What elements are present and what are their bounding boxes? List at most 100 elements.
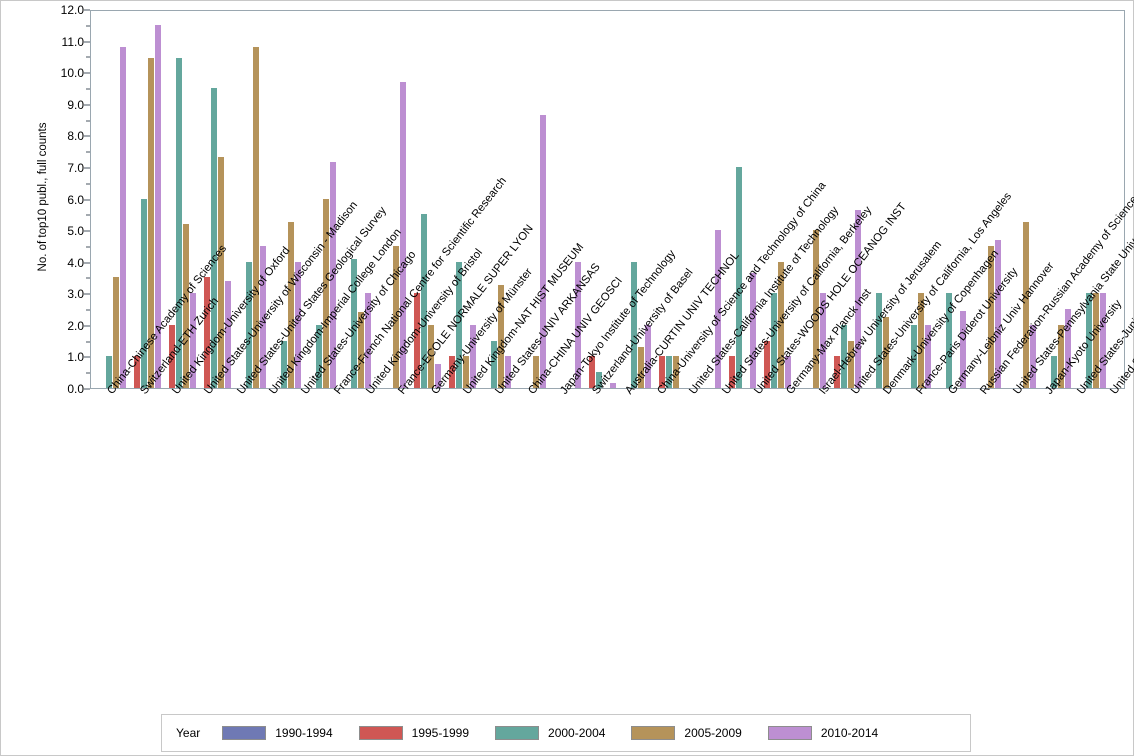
bar[interactable] (434, 364, 441, 388)
bar[interactable] (182, 223, 189, 388)
legend-entry[interactable]: 1990-1994 (222, 726, 333, 740)
bar-group (231, 11, 266, 388)
bar[interactable] (658, 356, 665, 388)
bar[interactable] (812, 230, 819, 388)
bar[interactable] (140, 198, 147, 388)
bar[interactable] (959, 310, 966, 388)
bar[interactable] (329, 162, 336, 388)
bar[interactable] (777, 261, 784, 388)
y-tick-label: 0.0 (67, 382, 84, 396)
bar[interactable] (665, 356, 672, 388)
bar[interactable] (784, 356, 791, 388)
bar[interactable] (399, 81, 406, 388)
y-tick-mark (84, 230, 90, 232)
bar[interactable] (630, 261, 637, 388)
bar[interactable] (357, 312, 364, 388)
bar[interactable] (924, 324, 931, 388)
bar[interactable] (294, 261, 301, 388)
bar[interactable] (1064, 309, 1071, 388)
bar[interactable] (987, 245, 994, 388)
bar[interactable] (210, 87, 217, 388)
bar[interactable] (945, 293, 952, 388)
bar[interactable] (133, 356, 140, 388)
bar[interactable] (910, 324, 917, 388)
bar[interactable] (203, 277, 210, 388)
y-tick-mark-minor (86, 277, 90, 279)
bar[interactable] (224, 280, 231, 388)
bar[interactable] (847, 340, 854, 388)
bar[interactable] (609, 383, 616, 388)
bar[interactable] (882, 316, 889, 388)
bar[interactable] (252, 46, 259, 388)
bar[interactable] (427, 324, 434, 388)
bar[interactable] (574, 261, 581, 388)
bar[interactable] (1092, 293, 1099, 388)
bar[interactable] (287, 222, 294, 388)
bar[interactable] (714, 230, 721, 388)
bar[interactable] (1099, 293, 1106, 388)
bar[interactable] (840, 324, 847, 388)
bar[interactable] (112, 277, 119, 388)
bar[interactable] (497, 285, 504, 388)
bar[interactable] (833, 356, 840, 388)
bar[interactable] (917, 293, 924, 388)
bar[interactable] (217, 157, 224, 388)
bar[interactable] (280, 340, 287, 388)
bar[interactable] (154, 24, 161, 388)
bar[interactable] (259, 245, 266, 388)
bar[interactable] (672, 356, 679, 388)
legend-entry[interactable]: 2010-2014 (767, 726, 878, 740)
bar[interactable] (364, 293, 371, 388)
legend-entry[interactable]: 1995-1999 (358, 726, 469, 740)
bar[interactable] (819, 293, 826, 388)
bar[interactable] (448, 356, 455, 388)
bar[interactable] (532, 356, 539, 388)
bar[interactable] (189, 293, 196, 388)
bar[interactable] (490, 340, 497, 388)
bar[interactable] (728, 356, 735, 388)
legend-swatch (495, 726, 540, 740)
bar[interactable] (994, 239, 1001, 388)
legend-entry[interactable]: 2000-2004 (495, 726, 605, 740)
bar-group (581, 11, 616, 388)
bar[interactable] (595, 372, 602, 388)
bar[interactable] (588, 356, 595, 388)
bar[interactable] (770, 293, 777, 388)
bar[interactable] (854, 209, 861, 388)
bar[interactable] (1029, 324, 1036, 388)
y-tick-label: 9.0 (67, 97, 84, 112)
bar[interactable] (168, 324, 175, 388)
legend-label: 2000-2004 (548, 726, 606, 740)
bar[interactable] (539, 114, 546, 388)
bar[interactable] (392, 245, 399, 388)
bar[interactable] (1085, 293, 1092, 388)
bar[interactable] (469, 324, 476, 388)
legend-entry[interactable]: 2005-2009 (631, 726, 742, 740)
bar[interactable] (175, 57, 182, 388)
bar[interactable] (147, 57, 154, 388)
bar[interactable] (420, 214, 427, 388)
bar[interactable] (637, 346, 644, 388)
bar[interactable] (119, 46, 126, 388)
bar-group (966, 11, 1001, 388)
bar[interactable] (350, 258, 357, 388)
bar[interactable] (763, 340, 770, 388)
bar[interactable] (245, 261, 252, 388)
y-tick-label: 3.0 (67, 287, 84, 302)
bar[interactable] (455, 261, 462, 388)
bar[interactable] (1057, 324, 1064, 388)
bar[interactable] (735, 166, 742, 388)
bar[interactable] (105, 356, 112, 388)
bar[interactable] (322, 198, 329, 388)
bar[interactable] (875, 293, 882, 388)
bar[interactable] (1022, 222, 1029, 388)
bar[interactable] (315, 324, 322, 388)
bar[interactable] (644, 324, 651, 388)
bar[interactable] (413, 293, 420, 388)
bar[interactable] (749, 272, 756, 388)
bar[interactable] (504, 356, 511, 388)
bar[interactable] (1050, 356, 1057, 388)
bar[interactable] (462, 356, 469, 388)
y-tick-mark-minor (86, 88, 90, 90)
